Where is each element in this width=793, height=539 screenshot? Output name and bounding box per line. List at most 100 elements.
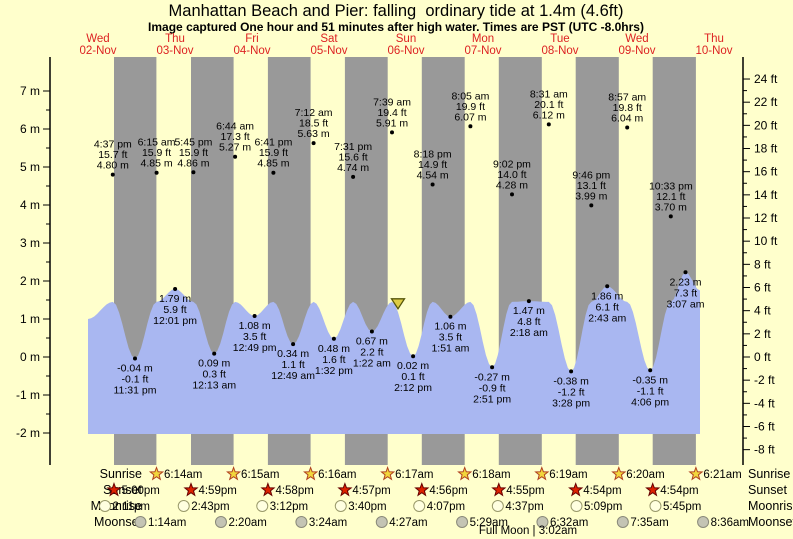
tide-height-m: 3.99 m [575, 190, 607, 202]
chart-subtitle: Image captured One hour and 51 minutes a… [148, 20, 644, 34]
tide-height-ft: -0.1 ft [122, 374, 149, 386]
tide-height-ft: 14.0 ft [497, 169, 526, 181]
right-tick-label: 12 ft [754, 211, 778, 225]
full-moon-label: Full Moon | 3:02am [479, 525, 577, 537]
astro-time: 6:32am [550, 517, 588, 529]
tide-time: 2:51 pm [473, 393, 511, 405]
day-label-date: 03-Nov [156, 45, 193, 57]
tide-point-dot [526, 299, 531, 304]
moonrise-circle-icon [413, 500, 426, 512]
tide-point-dot [589, 203, 594, 208]
right-tick-label: 14 ft [754, 188, 778, 202]
tide-time: 8:31 am [530, 88, 568, 100]
astro-time: 4:27am [389, 517, 427, 529]
day-label-date: 07-Nov [464, 45, 501, 57]
tide-height-m: 3.70 m [655, 201, 687, 213]
low-tide-annotation: 1.86 m6.1 ft2:43 am [588, 284, 626, 324]
tide-time: 9:02 pm [493, 158, 531, 170]
sunrise-star-icon [148, 466, 165, 481]
tide-time: 1:22 am [353, 358, 391, 370]
tide-height-m: 5.27 m [219, 142, 251, 154]
moonrise-circle-icon [649, 500, 662, 512]
left-tick-label: 2 m [20, 274, 40, 288]
left-tick-label: -1 m [16, 388, 40, 402]
right-tick-label: 0 ft [754, 350, 771, 364]
tide-point-dot [668, 214, 673, 219]
tide-point-dot [133, 356, 137, 361]
day-label-date: 10-Nov [695, 45, 732, 57]
tide-point-dot [390, 130, 394, 135]
day-label-name: Thu [704, 33, 724, 45]
tide-height-ft: 13.1 ft [577, 180, 606, 192]
tide-height-ft: 1.1 ft [281, 359, 304, 371]
tide-height-ft: 18.5 ft [299, 118, 328, 130]
astro-time: 6:16am [318, 469, 356, 481]
tide-point-dot [430, 182, 435, 187]
left-tick-label: 0 m [20, 350, 40, 364]
astro-time: 4:07pm [427, 501, 465, 513]
left-tick-label: -2 m [16, 426, 40, 440]
astro-time: 3:40pm [348, 501, 386, 513]
day-label-date: 05-Nov [310, 45, 347, 57]
tide-height-ft: 17.3 ft [220, 131, 249, 143]
tide-time: 7:31 pm [334, 141, 372, 153]
tide-height-m: 1.06 m [434, 321, 466, 333]
day-label-name: Fri [245, 33, 258, 45]
left-tick-label: 6 m [20, 122, 40, 136]
tide-point-dot [490, 365, 495, 370]
tide-height-ft: 15.6 ft [339, 151, 368, 163]
astro-time: 6:17am [395, 469, 433, 481]
astro-time: 2:20am [228, 517, 266, 529]
tide-time: 8:57 am [608, 91, 646, 103]
astro-time: 5:00pm [122, 485, 160, 497]
day-label-date: 09-Nov [618, 45, 655, 57]
low-tide-annotation: 2.23 m7.3 ft3:07 am [667, 270, 705, 310]
tide-time: 8:18 pm [414, 148, 452, 160]
day-label-date: 08-Nov [541, 45, 578, 57]
tide-height-m: 4.54 m [417, 169, 449, 181]
tide-point-dot [546, 122, 551, 127]
astro-time: 4:58pm [275, 485, 313, 497]
tide-height-ft: 3.5 ft [439, 332, 462, 344]
tide-time: 11:31 pm [113, 385, 156, 397]
day-label-name: Sat [320, 33, 338, 45]
moonrise-circle-icon [256, 500, 269, 512]
right-tick-label: 8 ft [754, 257, 771, 271]
current-level-triangle-icon [390, 298, 406, 310]
tide-point-dot [271, 170, 276, 175]
tide-height-m: 0.34 m [277, 348, 309, 360]
left-tick-label: 1 m [20, 312, 40, 326]
chart-title: Manhattan Beach and Pier: falling ordina… [169, 2, 624, 20]
tide-height-ft: 15.9 ft [179, 147, 208, 159]
tide-point-dot [233, 154, 238, 159]
astro-time: 4:56pm [429, 485, 467, 497]
tide-height-m: 4.80 m [97, 160, 129, 172]
astro-time: 4:59pm [198, 485, 236, 497]
tide-time: 8:05 am [451, 90, 489, 102]
tide-height-m: 0.09 m [198, 358, 230, 370]
tide-time: 9:46 pm [572, 169, 610, 181]
sunset-star-icon [337, 482, 353, 497]
tide-height-ft: 6.1 ft [596, 301, 619, 313]
tide-time: 2:43 am [588, 312, 626, 324]
left-tick-label: 4 m [20, 198, 40, 212]
tide-height-m: 1.47 m [513, 305, 545, 317]
right-tick-label: 20 ft [754, 118, 778, 132]
tide-height-ft: 19.9 ft [456, 101, 485, 113]
right-tick-label: -4 ft [754, 396, 775, 410]
tide-height-m: 4.85 m [257, 158, 289, 170]
right-tick-label: 16 ft [754, 165, 778, 179]
tide-height-m: 1.08 m [239, 320, 271, 332]
astro-time: 6:21am [703, 469, 741, 481]
tide-height-ft: 0.3 ft [203, 369, 226, 381]
day-label-name: Wed [625, 33, 648, 45]
moonrise-circle-icon [177, 500, 190, 512]
tide-height-ft: 19.4 ft [377, 107, 406, 119]
